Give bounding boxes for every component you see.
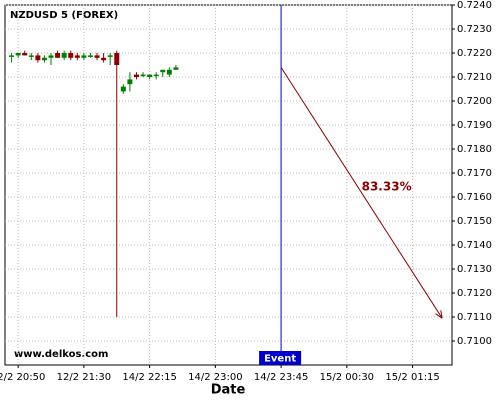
x-tick-label: 12/2 20:50 [0, 372, 45, 383]
candle-body [28, 55, 34, 57]
candle-body [173, 67, 179, 70]
y-tick-label: 0.7220 [457, 48, 492, 59]
y-tick-label: 0.7120 [457, 288, 492, 299]
x-tick-label: 14/2 23:45 [254, 372, 308, 383]
y-tick-label: 0.7240 [457, 0, 492, 11]
y-tick-label: 0.7180 [457, 144, 492, 155]
candle-body [15, 53, 21, 56]
candle-body [133, 74, 139, 77]
watermark: www.delkos.com [14, 349, 108, 360]
candle-body [41, 57, 47, 61]
candle-body [153, 74, 159, 77]
y-tick-label: 0.7110 [457, 312, 492, 323]
forecast-arrow [280, 67, 443, 319]
x-tick-label: 14/2 22:15 [122, 372, 176, 383]
candle-body [55, 53, 61, 58]
y-tick-label: 0.7140 [457, 240, 492, 251]
candle-body [61, 53, 67, 58]
event-label: Event [264, 354, 296, 365]
candle-body [114, 53, 120, 65]
chart-title: NZDUSD 5 (FOREX) [10, 10, 118, 21]
y-tick-label: 0.7170 [457, 168, 492, 179]
candle-body [107, 55, 113, 57]
candle-body [81, 55, 87, 58]
arrow-head [435, 313, 443, 319]
candle-body [140, 74, 146, 77]
candle-body [48, 55, 54, 58]
x-tick-label: 14/2 23:00 [188, 372, 242, 383]
plot-frame [4, 4, 453, 366]
candle-body [120, 86, 126, 92]
y-tick-label: 0.7100 [457, 336, 492, 347]
x-tick-label: 15/2 01:15 [385, 372, 439, 383]
candle-body [87, 55, 93, 57]
y-tick-label: 0.7200 [457, 96, 492, 107]
y-tick-label: 0.7130 [457, 264, 492, 275]
candle-body [94, 55, 100, 58]
candle-body [166, 69, 172, 75]
y-tick-label: 0.7190 [457, 120, 492, 131]
arrow-head [440, 310, 443, 319]
y-tick-label: 0.7160 [457, 192, 492, 203]
x-tick-label: 15/2 00:30 [320, 372, 374, 383]
candle-body [101, 57, 107, 61]
candle-body [68, 53, 74, 58]
x-tick-label: 12/2 21:30 [57, 372, 111, 383]
candle-body [127, 79, 133, 85]
candle-body [74, 55, 80, 58]
candle-body [35, 55, 41, 61]
candle-body [22, 53, 28, 56]
event-badge [259, 351, 302, 365]
x-axis-label: Date [211, 383, 246, 398]
candle-body [9, 55, 15, 57]
y-tick-label: 0.7210 [457, 72, 492, 83]
y-tick-label: 0.7230 [457, 24, 492, 35]
y-tick-label: 0.7150 [457, 216, 492, 227]
candle-body [160, 69, 166, 73]
forecast-label: 83.33% [362, 179, 412, 193]
candle-body [147, 74, 153, 77]
